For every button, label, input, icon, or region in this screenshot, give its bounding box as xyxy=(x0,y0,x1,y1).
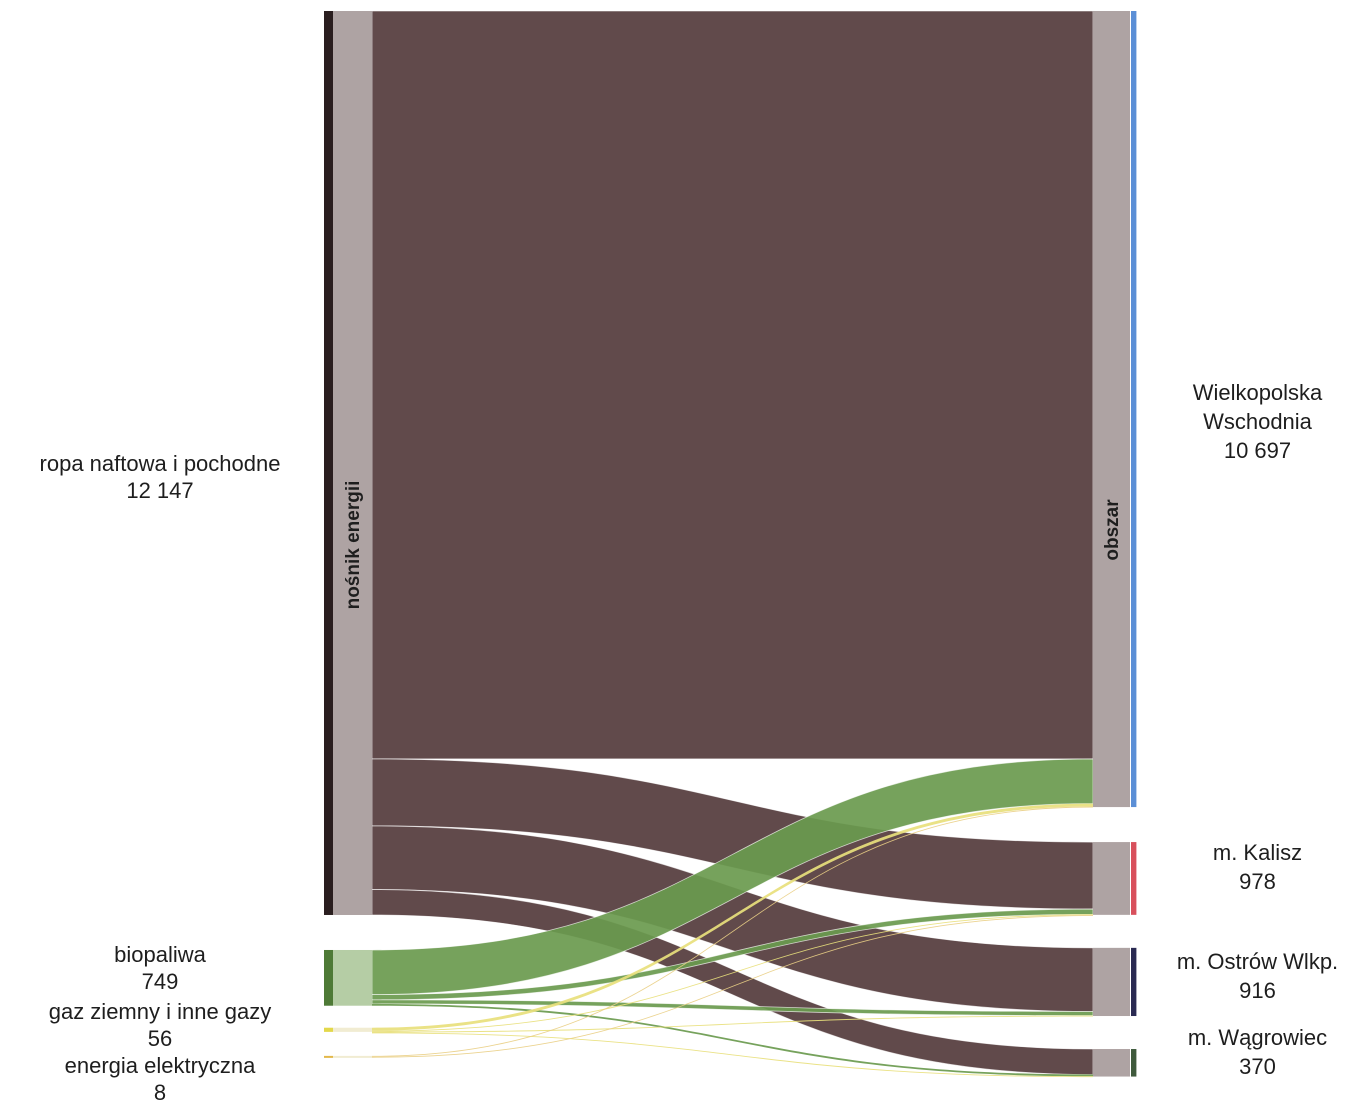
source-label-energia: energia elektryczna 8 xyxy=(0,1052,320,1106)
target-label-wagrowiec: m. Wągrowiec 370 xyxy=(1150,1023,1360,1081)
flow-gaz-ziemny-i-inne-gazy-to-wielkopolska-wschodnia xyxy=(372,803,1093,1031)
target-name: Wielkopolska Wschodnia xyxy=(1192,380,1323,434)
source-edge-biopaliwa xyxy=(324,949,333,1006)
source-name: energia elektryczna xyxy=(64,1053,256,1078)
target-edge-m-wagrowiec xyxy=(1131,1049,1137,1077)
target-node-wielkopolska-wschodnia xyxy=(1093,11,1130,808)
target-value: 370 xyxy=(1239,1054,1276,1079)
flow-gaz-ziemny-i-inne-gazy-to-m-kalisz xyxy=(372,914,1093,1032)
target-node-m-ostrow-wlkp xyxy=(1093,947,1130,1017)
target-name: m. Wągrowiec xyxy=(1187,1025,1328,1050)
axis-title-right: obszar xyxy=(1102,499,1123,561)
flow-layer xyxy=(371,10,1094,1078)
target-value: 978 xyxy=(1239,869,1276,894)
source-label-ropa: ropa naftowa i pochodne 12 147 xyxy=(0,450,320,504)
target-value: 916 xyxy=(1239,978,1276,1003)
target-edge-wielkopolska-wschodnia xyxy=(1131,11,1137,808)
target-value: 10 697 xyxy=(1223,438,1292,463)
source-label-gaz: gaz ziemny i inne gazy 56 xyxy=(0,998,320,1052)
source-edge-ropa-naftowa-i-pochodne xyxy=(324,11,333,915)
target-node-m-wagrowiec xyxy=(1093,1049,1130,1077)
flow-energia-elektryczna-to-wielkopolska-wschodnia xyxy=(372,806,1093,1057)
source-node-gaz-ziemny-i-inne-gazy xyxy=(333,1027,372,1032)
source-edge-gaz-ziemny-i-inne-gazy xyxy=(324,1027,333,1032)
source-value: 12 147 xyxy=(126,478,194,503)
source-name: gaz ziemny i inne gazy xyxy=(48,999,272,1024)
target-edge-m-kalisz xyxy=(1131,842,1137,915)
source-node-biopaliwa xyxy=(333,949,372,1006)
flow-biopaliwa-to-m-wagrowiec xyxy=(372,1003,1093,1077)
target-node-m-kalisz xyxy=(1093,842,1130,915)
source-value: 8 xyxy=(153,1080,167,1105)
target-name: m. Kalisz xyxy=(1212,840,1303,865)
target-edge-m-ostrow-wlkp xyxy=(1131,947,1137,1017)
axis-title-left: nośnik energii xyxy=(343,481,364,610)
target-label-kalisz: m. Kalisz 978 xyxy=(1150,838,1360,896)
target-name: m. Ostrów Wlkp. xyxy=(1176,949,1339,974)
source-node-ropa-naftowa-i-pochodne xyxy=(333,11,372,915)
source-label-biopaliwa: biopaliwa 749 xyxy=(0,941,320,995)
node-bar-layer xyxy=(324,11,1137,1077)
target-label-ostrow: m. Ostrów Wlkp. 916 xyxy=(1150,947,1360,1005)
source-edge-energia-elektryczna xyxy=(324,1055,333,1058)
flow-ropa-naftowa-i-pochodne-to-wielkopolska-wschodnia xyxy=(371,10,1094,760)
source-name: biopaliwa xyxy=(114,942,206,967)
source-name: ropa naftowa i pochodne xyxy=(39,451,281,476)
flow-gaz-ziemny-i-inne-gazy-to-m-ostrow-wlkp xyxy=(372,1015,1093,1033)
flow-energia-elektryczna-to-m-kalisz xyxy=(372,915,1093,1058)
source-value: 749 xyxy=(141,969,179,994)
flow-gaz-ziemny-i-inne-gazy-to-m-wagrowiec xyxy=(372,1032,1093,1078)
source-value: 56 xyxy=(147,1026,173,1051)
target-label-wielkopolska: Wielkopolska Wschodnia 10 697 xyxy=(1150,378,1360,465)
source-node-energia-elektryczna xyxy=(333,1055,372,1058)
